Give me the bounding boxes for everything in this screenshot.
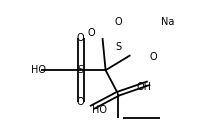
Text: O: O [114,17,122,27]
Text: O: O [77,97,85,107]
Text: HO: HO [31,65,46,75]
Text: Na: Na [161,17,175,27]
Text: OH: OH [137,82,152,92]
Text: O: O [88,28,95,38]
Text: HO: HO [92,105,107,115]
Text: S: S [78,65,84,75]
Text: O: O [77,33,85,43]
Text: S: S [115,42,121,52]
Text: O: O [149,52,157,62]
